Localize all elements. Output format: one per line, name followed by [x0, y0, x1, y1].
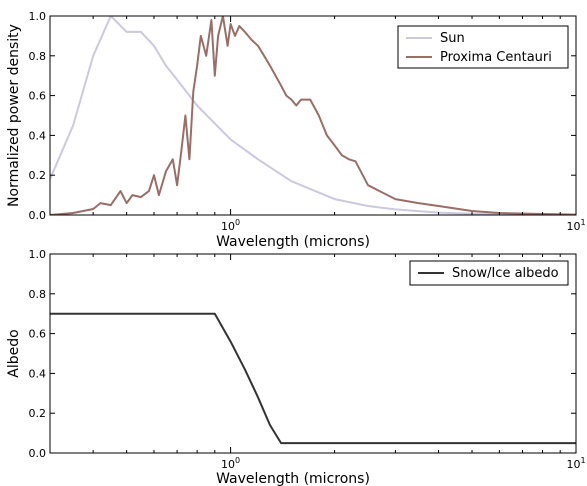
x-tick-label: 100 [221, 218, 240, 233]
y-axis-label: Albedo [6, 329, 22, 377]
legend-label: Snow/Ice albedo [452, 266, 559, 281]
y-tick-label: 0.6 [29, 90, 47, 103]
series-line-snow-ice-albedo [50, 312, 576, 445]
x-tick-label: 101 [566, 218, 585, 233]
series-line-proxima-centauri [50, 16, 576, 215]
y-tick-label: 0.2 [29, 169, 47, 182]
x-tick-label: 100 [221, 456, 240, 471]
y-tick-label: 0.4 [29, 129, 47, 142]
x-tick-label: 101 [566, 456, 585, 471]
y-tick-label: 1.0 [29, 10, 47, 23]
x-axis-label: Wavelength (microns) [216, 234, 370, 250]
legend-box [397, 25, 569, 69]
chart-panel-0: 0.0 0.2 0.4 0.6 0.8 1.0 100 101 Wavelength (micr… [6, 10, 586, 250]
y-axis-label: Normalized power density [6, 24, 22, 207]
y-tick-label: 0.4 [29, 367, 47, 380]
legend-label: Proxima Centauri [440, 50, 552, 65]
y-tick-label: 0.8 [29, 50, 47, 63]
plot-frame [49, 253, 577, 454]
legend: Snow/Ice albedo [409, 260, 569, 286]
y-tick-label: 0.2 [29, 407, 47, 420]
x-axis-label: Wavelength (microns) [216, 471, 370, 486]
y-tick-label: 0.0 [29, 209, 47, 222]
legend: Sun Proxima Centauri [397, 25, 569, 69]
y-tick-label: 1.0 [29, 248, 47, 261]
series-line-sun [50, 16, 576, 215]
y-tick-label: 0.8 [29, 288, 47, 301]
y-tick-label: 0.0 [29, 447, 47, 460]
y-tick-label: 0.6 [29, 328, 47, 341]
chart-panel-1: 0.0 0.2 0.4 0.6 0.8 1.0 100 101 Wavelength (micr… [6, 248, 586, 486]
plot-frame [49, 15, 577, 216]
legend-label: Sun [440, 31, 465, 46]
